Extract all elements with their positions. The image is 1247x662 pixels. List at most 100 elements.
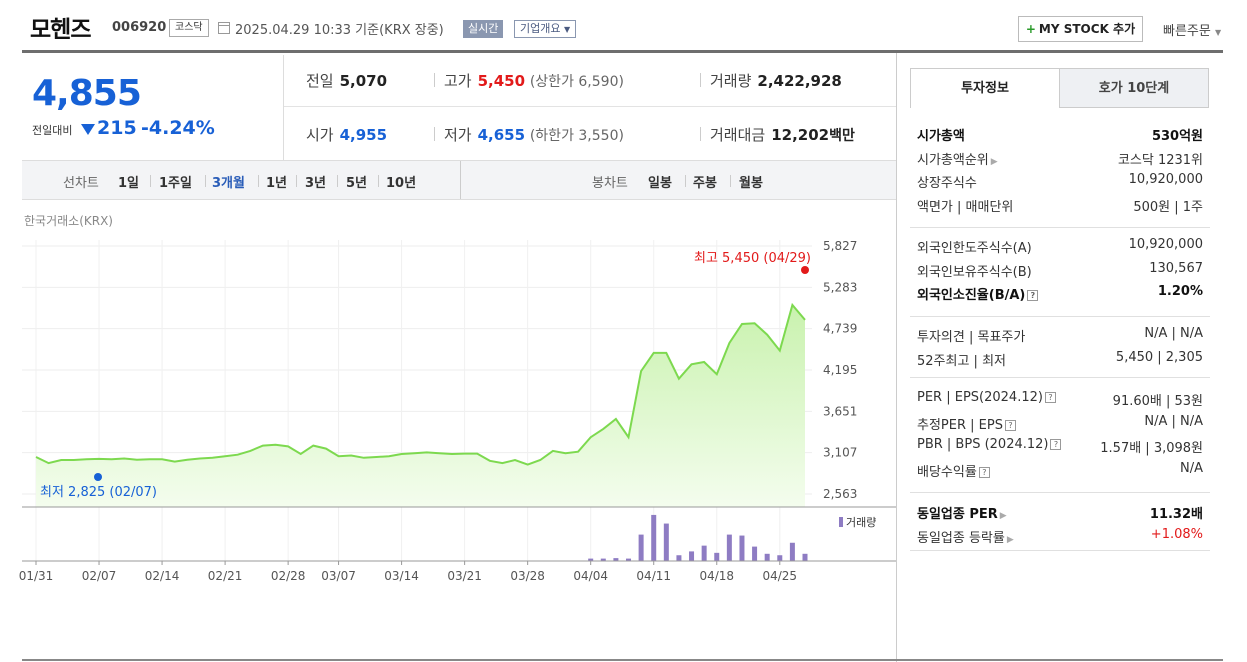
volume-bar xyxy=(689,551,695,561)
low-annotation: 최저 2,825 (02/07) xyxy=(40,485,157,500)
period-10y[interactable]: 10년 xyxy=(386,176,417,191)
price-chart[interactable]: 5,827 5,283 4,739 4,195 3,651 3,107 2,563 01/3… xyxy=(0,0,897,600)
invest-info-key: 배당수익률? xyxy=(917,461,990,480)
invest-info-divider xyxy=(910,316,1210,317)
candle-weekly[interactable]: 주봉 xyxy=(693,176,717,191)
quick-order-menu[interactable]: 빠른주문 ▼ xyxy=(1163,20,1221,39)
volume: 거래량 2,422,928 xyxy=(710,70,842,91)
divider xyxy=(434,127,435,141)
low-price: 저가 4,655 (하한가 3,550) xyxy=(444,124,624,145)
invest-info-value: N/A | N/A xyxy=(1144,413,1203,429)
y-tick-label: 2,563 xyxy=(823,487,857,501)
divider xyxy=(150,175,151,187)
open-label: 시가 xyxy=(306,126,334,144)
invest-info-key: PER | EPS(2024.12)? xyxy=(917,390,1056,405)
invest-info-key-text: 시가총액 xyxy=(917,129,965,144)
x-tick-label: 04/04 xyxy=(573,569,608,583)
low-value: 4,655 xyxy=(477,126,526,144)
help-icon[interactable]: ? xyxy=(1050,439,1062,450)
calendar-icon xyxy=(218,22,230,34)
toolbar-divider xyxy=(460,161,461,199)
quick-order-label: 빠른주문 xyxy=(1163,24,1211,39)
invest-info-row: 액면가 | 매매단위 500원 | 1주 xyxy=(917,196,1203,216)
invest-info-row: 시가총액 530억원 xyxy=(917,125,1203,145)
divider xyxy=(258,175,259,187)
invest-info-key-text: 배당수익률 xyxy=(917,464,977,480)
period-1d[interactable]: 1일 xyxy=(118,176,140,191)
volume-bar xyxy=(638,534,644,561)
volume-bar xyxy=(588,558,594,561)
volume-bar xyxy=(739,535,745,561)
price-line xyxy=(35,302,806,466)
invest-info-key-text: 추정PER | EPS xyxy=(917,417,1003,433)
invest-info-key-text: 외국인보유주식수(B) xyxy=(917,264,1032,280)
stock-name: 모헨즈 xyxy=(30,17,91,43)
bottom-divider xyxy=(22,659,1223,661)
divider xyxy=(296,175,297,187)
low-label: 저가 xyxy=(444,126,472,144)
invest-info-value: 10,920,000 xyxy=(1128,237,1203,252)
invest-info-key: 투자의견 | 목표주가 xyxy=(917,326,1025,345)
divider xyxy=(378,175,379,187)
volume-label: 거래량 xyxy=(710,72,752,90)
market-badge: 코스닥 xyxy=(169,19,209,37)
company-overview-dropdown[interactable]: 기업개요 ▼ xyxy=(514,20,577,38)
chevron-right-icon[interactable]: ▶ xyxy=(999,511,1007,521)
invest-info-key-text: 투자의견 | 목표주가 xyxy=(917,330,1026,345)
x-tick-label: 03/21 xyxy=(447,569,482,583)
summary-divider xyxy=(284,106,896,107)
high-marker xyxy=(801,266,809,274)
x-tick-label: 02/21 xyxy=(208,569,243,583)
chevron-right-icon[interactable]: ▶ xyxy=(990,156,998,167)
help-icon[interactable]: ? xyxy=(1004,419,1016,431)
period-1y[interactable]: 1년 xyxy=(266,176,288,191)
invest-info-key-text: 동일업종 PER xyxy=(917,507,998,522)
y-tick-label: 4,195 xyxy=(823,363,857,377)
period-5y[interactable]: 5년 xyxy=(346,176,368,191)
volume-bar xyxy=(764,553,770,561)
my-stock-add-button[interactable]: + MY STOCK 추가 xyxy=(1018,16,1143,42)
tab-orderbook[interactable]: 호가 10단계 xyxy=(1059,68,1209,108)
x-tick-label: 01/31 xyxy=(19,569,54,583)
amount-unit: 백만 xyxy=(829,128,855,144)
invest-info-row: 배당수익률? N/A xyxy=(917,461,1203,481)
change-percent: -4.24% xyxy=(141,117,215,139)
invest-info-key: 외국인소진율(B/A)? xyxy=(917,284,1039,303)
period-3m[interactable]: 3개월 xyxy=(212,176,245,191)
candle-daily[interactable]: 일봉 xyxy=(648,176,672,191)
divider xyxy=(700,73,701,87)
high-annotation: 최고 5,450 (04/29) xyxy=(694,251,811,266)
candle-monthly[interactable]: 월봉 xyxy=(739,176,763,191)
invest-info-key-text: 액면가 | 매매단위 xyxy=(917,199,1014,215)
x-tick-label: 02/07 xyxy=(82,569,117,583)
tab-underline xyxy=(1059,107,1209,108)
tab-invest-info[interactable]: 투자정보 xyxy=(910,68,1060,108)
company-overview-label: 기업개요 xyxy=(520,22,561,35)
price-box: 4,855 전일대비 215 -4.24% xyxy=(22,55,284,160)
stock-code: 006920 xyxy=(112,20,167,35)
x-tick-label: 02/14 xyxy=(145,569,180,583)
invest-info-value: 1.57배 | 3,098원 xyxy=(1100,441,1203,456)
invest-info-row: 동일업종 PER ▶ 11.32배 xyxy=(917,503,1203,523)
prev-close-value: 5,070 xyxy=(339,72,388,90)
invest-info-key-text: 동일업종 등락률 xyxy=(917,530,1005,546)
invest-info-row: 시가총액순위 ▶ 코스닥 1231위 xyxy=(917,149,1203,169)
realtime-badge[interactable]: 실시간 xyxy=(463,20,504,38)
help-icon[interactable]: ? xyxy=(1027,290,1039,301)
down-arrow-icon xyxy=(81,124,95,135)
invest-info-key: 동일업종 등락률 ▶ xyxy=(917,527,1014,546)
invest-info-key: 액면가 | 매매단위 xyxy=(917,196,1013,215)
chevron-right-icon[interactable]: ▶ xyxy=(1006,534,1014,545)
invest-info-key-text: 시가총액순위 xyxy=(917,152,989,168)
help-icon[interactable]: ? xyxy=(978,466,990,478)
invest-info-row: 상장주식수 10,920,000 xyxy=(917,172,1203,192)
period-3y[interactable]: 3년 xyxy=(305,176,327,191)
change-label: 전일대비 xyxy=(32,124,73,137)
period-1w[interactable]: 1주일 xyxy=(159,176,192,191)
low-marker xyxy=(94,473,102,481)
invest-info-value: 11.32배 xyxy=(1149,507,1203,522)
x-tick-label: 04/18 xyxy=(699,569,734,583)
volume-bar xyxy=(663,523,669,561)
help-icon[interactable]: ? xyxy=(1044,392,1056,403)
candle-chart-label: 봉차트 xyxy=(592,176,628,191)
